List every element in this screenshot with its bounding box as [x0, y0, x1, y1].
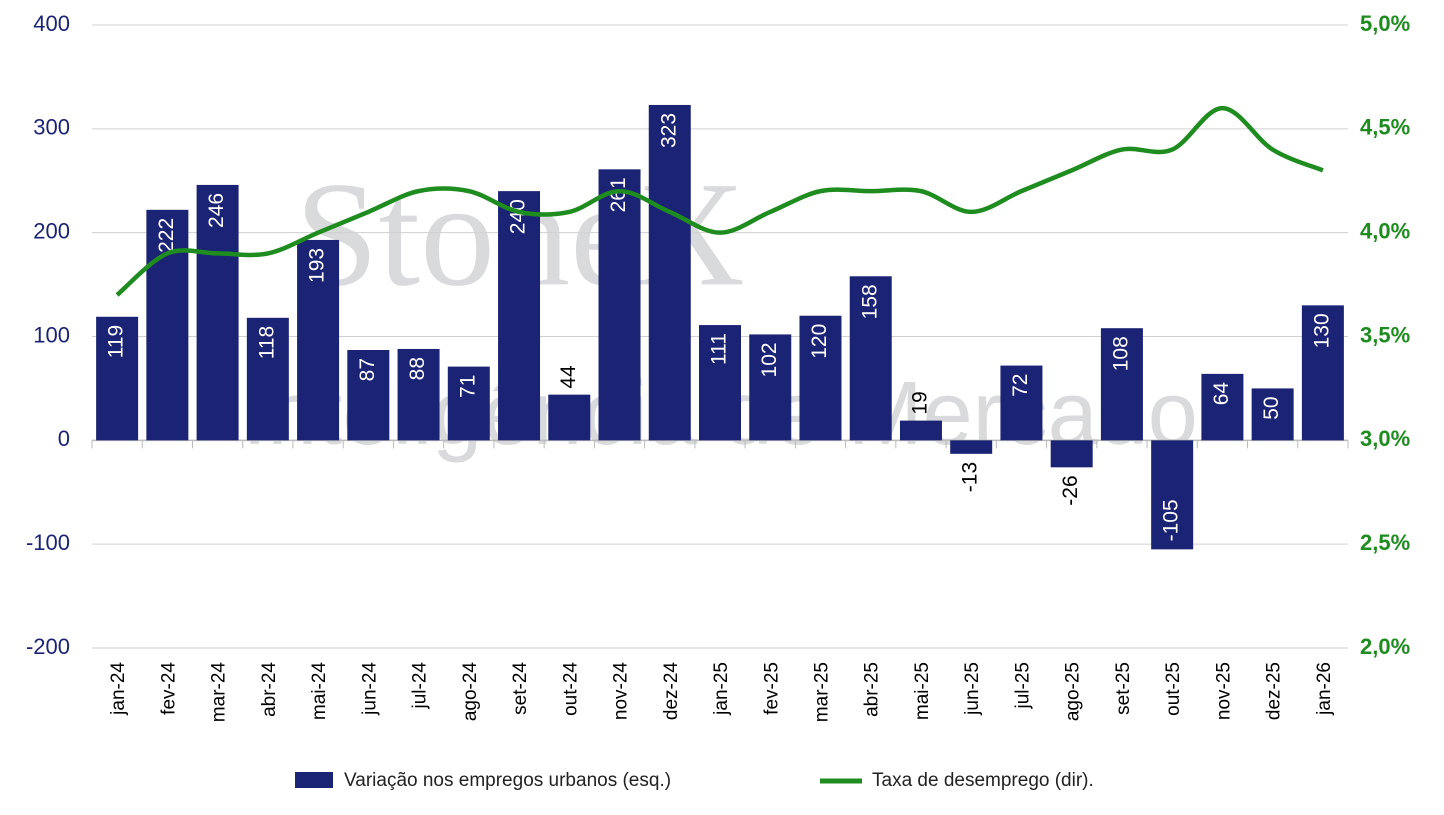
data-label: 130 [1310, 313, 1333, 348]
x-tick-label: dez-25 [1264, 662, 1285, 720]
x-tick-label: mar-25 [811, 662, 832, 722]
bar [899, 420, 942, 441]
bar [548, 394, 591, 441]
bar [1301, 305, 1344, 441]
data-label: 44 [557, 365, 580, 389]
y2-tick-label: 2,5% [1360, 530, 1410, 555]
data-label: 87 [356, 358, 379, 381]
bar [1151, 440, 1194, 550]
y2-tick-label: 5,0% [1360, 11, 1410, 36]
x-tick-label: ago-25 [1063, 662, 1084, 721]
bar [1201, 373, 1244, 441]
data-label: 158 [858, 284, 881, 319]
data-label: 111 [708, 333, 731, 365]
x-tick-label: mai-24 [309, 662, 330, 721]
y-tick-label: -200 [26, 634, 70, 659]
x-tick-label: out-25 [1163, 662, 1184, 716]
bar [648, 104, 691, 441]
bar [950, 440, 993, 454]
bar [799, 315, 842, 441]
x-tick-label: jul-25 [1012, 662, 1033, 709]
data-label: 261 [607, 177, 630, 212]
y-tick-label: 200 [33, 218, 70, 243]
x-tick-label: jan-25 [711, 662, 732, 716]
x-tick-label: jun-25 [962, 662, 983, 716]
y2-tick-label: 3,0% [1360, 426, 1410, 451]
x-tick-label: ago-24 [460, 662, 481, 722]
data-label: 118 [255, 326, 278, 359]
bar [96, 316, 139, 441]
bar [1050, 440, 1093, 468]
data-label: 240 [507, 199, 530, 234]
bar [1251, 388, 1294, 441]
y-tick-label: 400 [33, 11, 70, 36]
x-tick-label: nov-24 [611, 662, 632, 721]
data-label: -105 [1160, 499, 1183, 541]
data-label: 119 [105, 325, 128, 358]
legend-label: Taxa de desemprego (dir). [872, 770, 1094, 791]
data-label: 193 [306, 248, 329, 283]
x-tick-label: set-25 [1113, 662, 1134, 715]
x-tick-label: jun-24 [359, 662, 380, 716]
data-label: 102 [758, 342, 781, 377]
bar [598, 169, 641, 441]
bar [347, 349, 390, 441]
x-tick-label: jan-24 [108, 662, 129, 716]
legend-label: Variação nos empregos urbanos (esq.) [344, 770, 671, 791]
y2-tick-label: 2,0% [1360, 634, 1410, 659]
y2-tick-label: 4,5% [1360, 115, 1410, 140]
bar [699, 325, 741, 441]
y-tick-label: 100 [33, 322, 70, 347]
x-tick-label: dez-24 [661, 662, 682, 721]
data-label: 88 [406, 357, 429, 380]
x-tick-label: mai-25 [912, 662, 933, 720]
legend-swatch [295, 772, 333, 788]
x-tick-label: nov-25 [1213, 662, 1234, 720]
bar [1100, 328, 1143, 441]
data-label: 19 [909, 391, 932, 414]
x-tick-label: abr-25 [862, 662, 883, 717]
y-tick-label: 300 [33, 115, 70, 140]
y2-tick-label: 4,0% [1360, 218, 1410, 243]
y2-tick-label: 3,5% [1360, 322, 1410, 347]
bar [397, 348, 440, 441]
data-label: -13 [959, 462, 982, 492]
line [115, 105, 1324, 297]
data-label: 50 [1260, 396, 1283, 419]
bar [297, 239, 340, 441]
bar [1000, 365, 1043, 441]
bar [498, 191, 541, 441]
data-label: 323 [657, 113, 680, 148]
x-tick-label: jul-24 [410, 662, 431, 710]
data-label: 71 [456, 375, 479, 398]
data-label: 222 [155, 218, 178, 253]
x-tick-label: mar-24 [209, 662, 230, 723]
bar [849, 276, 892, 441]
data-label: 72 [1009, 374, 1032, 397]
bar [749, 334, 792, 441]
x-tick-label: abr-24 [259, 662, 280, 717]
data-label: -26 [1059, 475, 1082, 505]
x-tick-label: out-24 [560, 662, 581, 716]
data-label: 108 [1109, 336, 1132, 371]
x-tick-label: fev-24 [158, 662, 179, 715]
data-label: 246 [205, 193, 228, 228]
data-label: 120 [808, 324, 831, 359]
bar [196, 184, 239, 441]
bar [246, 317, 289, 441]
x-tick-label: fev-25 [761, 662, 782, 715]
y-tick-label: -100 [26, 530, 70, 555]
data-label: 64 [1210, 382, 1233, 406]
x-tick-label: jan-26 [1314, 662, 1335, 716]
x-tick-label: set-24 [510, 662, 531, 715]
y-tick-label: 0 [58, 426, 70, 451]
bar [447, 366, 490, 441]
